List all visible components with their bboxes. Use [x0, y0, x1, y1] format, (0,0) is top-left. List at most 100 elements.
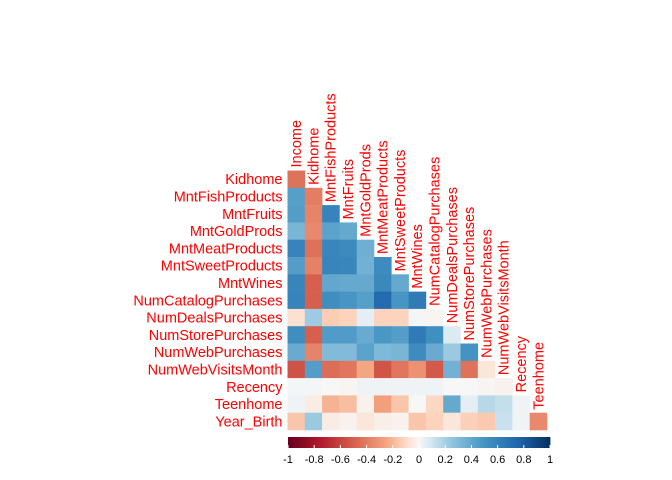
cell-recency-kidhome [304, 378, 323, 396]
cell-numwebvisitsmonth-numdealspurchases [443, 360, 461, 379]
colorbar-segment [384, 437, 387, 448]
row-label-mntwines: MntWines [218, 276, 282, 292]
colorbar-segment [320, 437, 324, 448]
colorbar-segment [368, 437, 372, 448]
cell-numcatalogpurchases-mntsweetproducts [391, 291, 409, 310]
colorbar-segment [521, 437, 525, 448]
cell-recency-mntsweetproducts [391, 378, 409, 396]
colorbar-segment [469, 437, 472, 448]
cell-numwebpurchases-mntmeatproducts [374, 343, 392, 362]
cell-mntsweetproducts-income [287, 257, 306, 275]
cell-numdealspurchases-mntfruits [339, 308, 357, 327]
colorbar-segment [425, 437, 429, 448]
cell-numwebpurchases-kidhome [304, 343, 323, 362]
colorbar-segment [515, 437, 518, 448]
colorbar-segment [327, 437, 330, 448]
cell-mntwines-mntfishproducts [322, 274, 340, 292]
cell-mntwines-mntmeatproducts [374, 274, 392, 292]
cell-mntgoldprods-mntfruits [339, 222, 357, 240]
colorbar-segment [458, 437, 461, 448]
cell-year-birth-mntmeatproducts [374, 412, 392, 431]
colorbar-tick-label: -1 [283, 454, 293, 466]
row-label-recency: Recency [226, 380, 283, 396]
colorbar-segment [432, 437, 435, 448]
colorbar-segment [318, 437, 322, 448]
colorbar-segment [447, 437, 450, 448]
cell-numwebvisitsmonth-numwebpurchases [477, 360, 496, 379]
colorbar: -1 -0.8 -0.6 -0.4 -0.2 0 0.2 0.4 0.6 0.8 1 [283, 437, 553, 466]
colorbar-segment [530, 437, 533, 448]
column-label-mntwines: MntWines [410, 224, 426, 288]
colorbar-segment [355, 437, 359, 448]
cell-numdealspurchases-mntsweetproducts [391, 308, 409, 327]
colorbar-segment [390, 437, 394, 448]
colorbar-segment [375, 437, 378, 448]
cell-mntmeatproducts-mntfishproducts [322, 239, 340, 258]
colorbar-segment [366, 437, 370, 448]
colorbar-segment [399, 437, 402, 448]
cell-numdealspurchases-mntwines [408, 308, 427, 327]
colorbar-segment [325, 437, 328, 448]
cell-recency-mntgoldprods [356, 378, 375, 396]
cell-mntfruits-mntfishproducts [322, 205, 340, 223]
cell-numstorepurchases-mntmeatproducts [374, 326, 392, 344]
cell-teenhome-mntwines [408, 395, 427, 413]
cell-year-birth-kidhome [304, 412, 323, 431]
colorbar-segment [351, 437, 354, 448]
cell-numwebvisitsmonth-mntwines [408, 360, 427, 379]
cell-numwebpurchases-mntfishproducts [322, 343, 340, 362]
row-label-mntfishproducts: MntFishProducts [174, 189, 283, 205]
cell-recency-mntfruits [339, 378, 357, 396]
colorbar-segment [493, 437, 496, 448]
colorbar-segment [401, 437, 405, 448]
cell-mntfruits-kidhome [304, 205, 323, 223]
cell-numdealspurchases-mntfishproducts [322, 308, 340, 327]
colorbar-segment [528, 437, 531, 448]
cell-numwebvisitsmonth-numcatalogpurchases [425, 360, 444, 379]
colorbar-tick-label: 0.2 [438, 454, 453, 466]
colorbar-segment [381, 437, 385, 448]
cell-mntmeatproducts-income [287, 239, 306, 258]
cell-recency-numstorepurchases [460, 378, 479, 396]
colorbar-tick-label: -0.8 [305, 454, 324, 466]
cell-numstorepurchases-mntfruits [339, 326, 357, 344]
cell-mntwines-income [287, 274, 306, 292]
cell-year-birth-mntgoldprods [356, 412, 375, 431]
cell-recency-numwebvisitsmonth [495, 378, 513, 396]
colorbar-segment [525, 437, 529, 448]
colorbar-segment [523, 437, 527, 448]
colorbar-segment [449, 437, 453, 448]
colorbar-tick-label: 1 [547, 454, 553, 466]
cell-numwebpurchases-mntgoldprods [356, 343, 375, 362]
row-label-numdealspurchases: NumDealsPurchases [146, 311, 282, 327]
cell-numwebvisitsmonth-income [287, 360, 306, 379]
colorbar-segment [290, 437, 293, 448]
colorbar-segment [307, 437, 311, 448]
cell-mntfishproducts-income [287, 187, 306, 206]
cell-year-birth-numwebpurchases [477, 412, 496, 431]
cell-teenhome-mntgoldprods [356, 395, 375, 413]
colorbar-segment [329, 437, 333, 448]
cell-teenhome-kidhome [304, 395, 323, 413]
cell-numwebpurchases-income [287, 343, 306, 362]
colorbar-segment [370, 437, 374, 448]
cell-numdealspurchases-mntmeatproducts [374, 308, 392, 327]
colorbar-segment [301, 437, 304, 448]
colorbar-segment [388, 437, 392, 448]
colorbar-segment [349, 437, 352, 448]
cell-mntfruits-income [287, 205, 306, 223]
cell-mntgoldprods-kidhome [304, 222, 323, 240]
cell-mntgoldprods-income [287, 222, 306, 240]
colorbar-segment [464, 437, 468, 448]
colorbar-segment [392, 437, 396, 448]
colorbar-segment [353, 437, 357, 448]
cell-year-birth-mntfishproducts [322, 412, 340, 431]
cell-mntwines-mntfruits [339, 274, 357, 292]
cell-numstorepurchases-mntwines [408, 326, 427, 344]
cell-teenhome-numcatalogpurchases [425, 395, 444, 413]
colorbar-segment [333, 437, 337, 448]
row-label-numwebpurchases: NumWebPurchases [154, 345, 283, 361]
cell-numwebvisitsmonth-kidhome [304, 360, 323, 379]
colorbar-tick-label: -0.2 [383, 454, 402, 466]
cell-mntmeatproducts-kidhome [304, 239, 323, 258]
